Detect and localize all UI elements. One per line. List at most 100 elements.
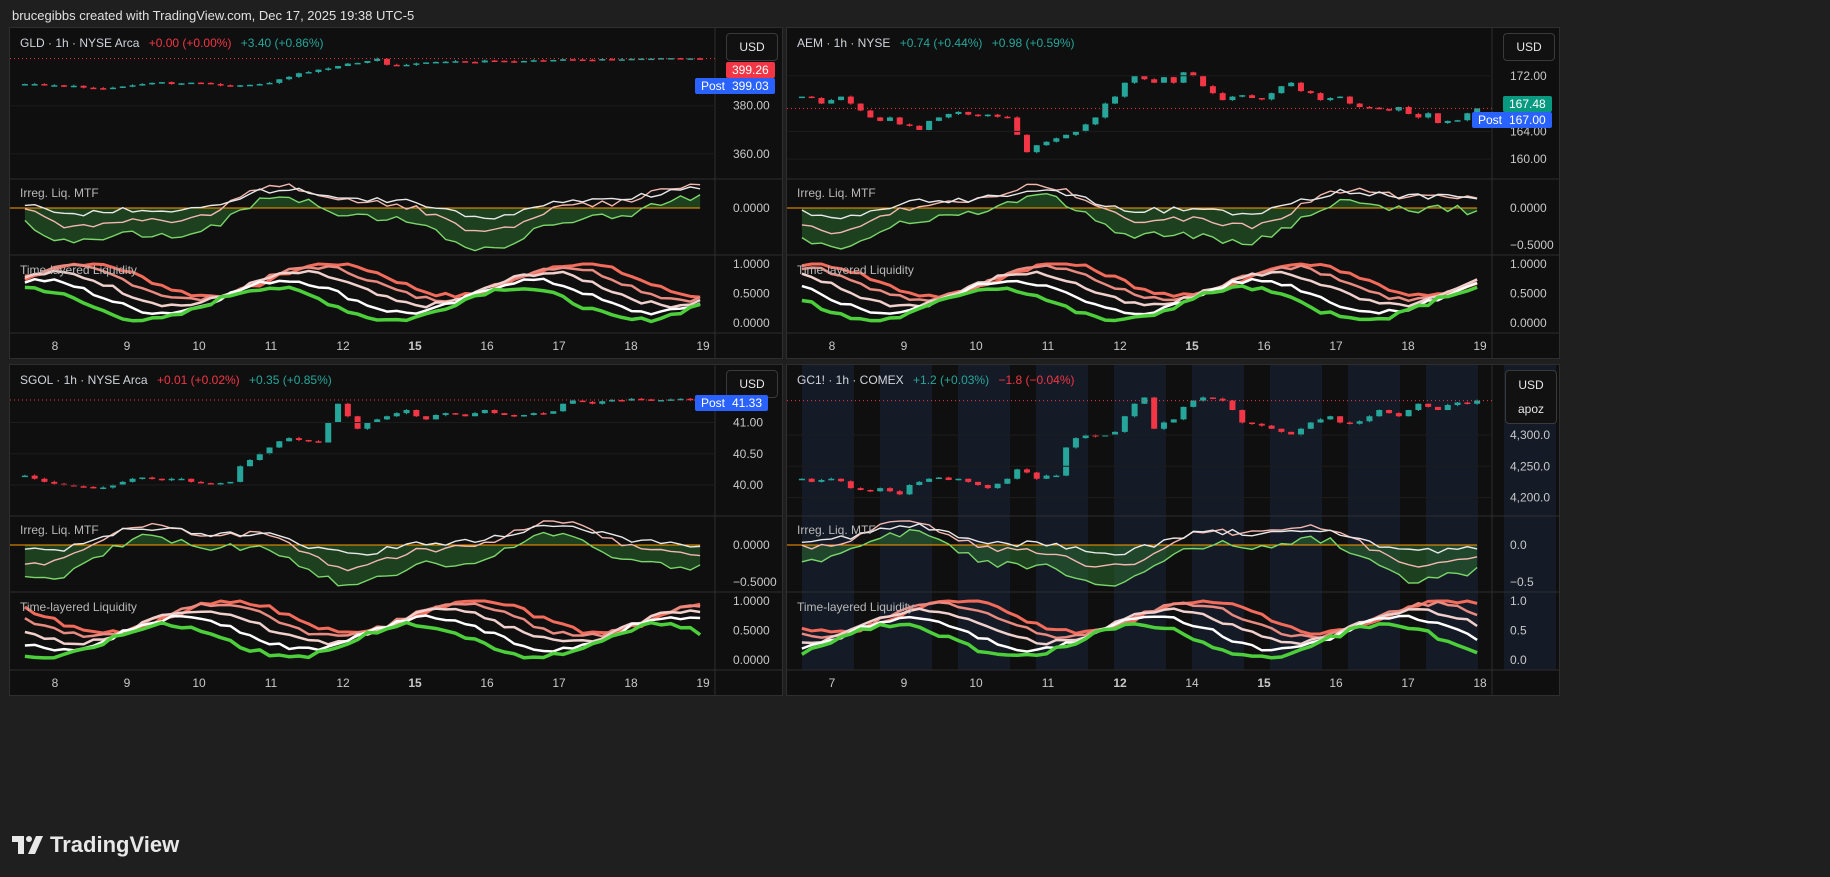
gc1-currency-button[interactable]: USD apoz bbox=[1505, 370, 1557, 424]
candle-body bbox=[687, 58, 694, 60]
candle-body bbox=[315, 441, 322, 443]
time-tick-label: 11 bbox=[265, 676, 278, 690]
candle-body bbox=[1307, 91, 1314, 94]
candle-body bbox=[403, 410, 410, 414]
candle-body bbox=[975, 114, 982, 117]
time-tick-label: 17 bbox=[1329, 339, 1343, 353]
time-tick-label: 19 bbox=[696, 339, 710, 353]
candle-body bbox=[207, 82, 214, 85]
candle-body bbox=[295, 438, 302, 440]
liq-tick-label: 0.5000 bbox=[733, 287, 770, 301]
candle-body bbox=[168, 82, 175, 85]
liq-tick-label: 0.0000 bbox=[733, 316, 770, 330]
gld-post-price: 399.03 bbox=[726, 78, 775, 94]
candle-body bbox=[609, 400, 616, 402]
candle-body bbox=[916, 481, 923, 485]
gld-price-tag: 399.26 bbox=[726, 62, 775, 78]
gc1-symbol: GC1! · 1h · COMEX bbox=[797, 373, 904, 387]
candle-body bbox=[818, 98, 825, 104]
time-tick-label: 12 bbox=[336, 339, 350, 353]
candle-body bbox=[1386, 109, 1393, 111]
time-tick-label: 11 bbox=[1042, 339, 1055, 353]
candle-body bbox=[1376, 410, 1383, 417]
candle-body bbox=[1072, 438, 1079, 448]
candle-body bbox=[452, 61, 459, 63]
price-tick-label: 4,250.0 bbox=[1510, 459, 1550, 473]
candle-body bbox=[1366, 416, 1373, 422]
time-tick-label: 16 bbox=[480, 676, 494, 690]
candle-body bbox=[119, 481, 126, 485]
time-tick-label: 12 bbox=[336, 676, 350, 690]
gc1-change-2: −1.8 (−0.04%) bbox=[998, 373, 1075, 387]
liquidity-layer-line bbox=[24, 614, 701, 653]
candle-body bbox=[158, 478, 165, 481]
candle-body bbox=[1053, 475, 1060, 478]
gld-currency-button[interactable]: USD bbox=[726, 33, 778, 61]
price-tick-label: 380.00 bbox=[733, 99, 770, 113]
candle-body bbox=[1405, 107, 1412, 114]
candle-body bbox=[393, 64, 400, 67]
candle-body bbox=[1425, 403, 1432, 407]
gc1-chart-panel[interactable]: 4,300.0 4,250.0 4,200.0 0.0 −0.5 1.0 0.5 0.0 7 9 1… bbox=[786, 364, 1560, 696]
candle-body bbox=[648, 399, 655, 401]
aem-legend: AEM · 1h · NYSE +0.74 (+0.44%) +0.98 (+0… bbox=[797, 36, 1075, 50]
candle-body bbox=[1170, 419, 1177, 423]
candle-body bbox=[423, 416, 430, 420]
candle-body bbox=[808, 478, 815, 482]
candle-body bbox=[579, 59, 586, 62]
candle-body bbox=[100, 88, 107, 90]
time-tick-label: 7 bbox=[829, 676, 836, 690]
liquidity-layer-line bbox=[800, 622, 1478, 660]
candle-body bbox=[1229, 400, 1236, 410]
candle-body bbox=[955, 478, 962, 481]
gc1-tll-label: Time-layered Liquidity bbox=[797, 600, 914, 614]
candle-body bbox=[472, 61, 479, 64]
aem-chart-svg: 172.00164.00160.000.0000−0.50001.00000.5… bbox=[787, 28, 1559, 358]
candle-body bbox=[828, 100, 835, 104]
time-tick-label: 10 bbox=[192, 339, 206, 353]
aem-currency-button[interactable]: USD bbox=[1503, 33, 1555, 61]
candle-body bbox=[1082, 435, 1089, 439]
sgol-chart-panel[interactable]: 41.00 40.50 40.00 0.0000 −0.5000 1.0000 0.5000… bbox=[9, 364, 783, 696]
candle-body bbox=[1395, 107, 1402, 111]
candle-body bbox=[413, 410, 420, 417]
candle-body bbox=[847, 481, 854, 489]
candle-body bbox=[305, 440, 312, 442]
osc-tick-label: −0.5 bbox=[1510, 575, 1534, 589]
candle-body bbox=[1444, 405, 1451, 410]
liq-tick-label: 0.0 bbox=[1510, 653, 1527, 667]
candle-body bbox=[1415, 113, 1422, 118]
sgol-currency-button[interactable]: USD bbox=[726, 370, 778, 398]
aem-symbol: AEM · 1h · NYSE bbox=[797, 36, 891, 50]
aem-chart-panel[interactable]: 172.00 164.00 160.00 0.0000 −0.5000 1.0000 0.5… bbox=[786, 27, 1560, 359]
candle-body bbox=[286, 438, 293, 442]
candle-body bbox=[828, 478, 835, 481]
candle-body bbox=[1063, 134, 1070, 139]
time-tick-label: 8 bbox=[52, 339, 59, 353]
liq-tick-label: 0.5 bbox=[1510, 624, 1527, 638]
osc-line bbox=[801, 183, 1478, 235]
candle-body bbox=[109, 485, 116, 488]
gld-change-2: +3.40 (+0.86%) bbox=[240, 36, 324, 50]
gld-chart-panel[interactable]: 380.00 360.00 0.0000 1.0000 0.5000 0.0000 8 9 10… bbox=[9, 27, 783, 359]
candle-body bbox=[1102, 103, 1109, 118]
aem-tll-label: Time-layered Liquidity bbox=[797, 263, 914, 277]
candle-body bbox=[520, 60, 527, 63]
time-tick-label: 17 bbox=[1401, 676, 1415, 690]
osc-line bbox=[801, 520, 1478, 568]
candle-body bbox=[896, 491, 903, 495]
candle-body bbox=[1327, 98, 1334, 101]
candle-body bbox=[1307, 422, 1314, 429]
candle-body bbox=[926, 478, 933, 482]
candle-body bbox=[41, 84, 48, 86]
candle-body bbox=[481, 60, 488, 63]
candle-body bbox=[520, 415, 527, 417]
time-tick-label: 16 bbox=[480, 339, 494, 353]
candle-body bbox=[462, 61, 469, 63]
tradingview-logo[interactable]: TradingView bbox=[12, 832, 179, 858]
candle-body bbox=[403, 64, 410, 67]
candle-body bbox=[31, 84, 38, 86]
liquidity-layer-line bbox=[24, 285, 701, 324]
session-band bbox=[1192, 365, 1244, 670]
candle-body bbox=[80, 486, 87, 488]
